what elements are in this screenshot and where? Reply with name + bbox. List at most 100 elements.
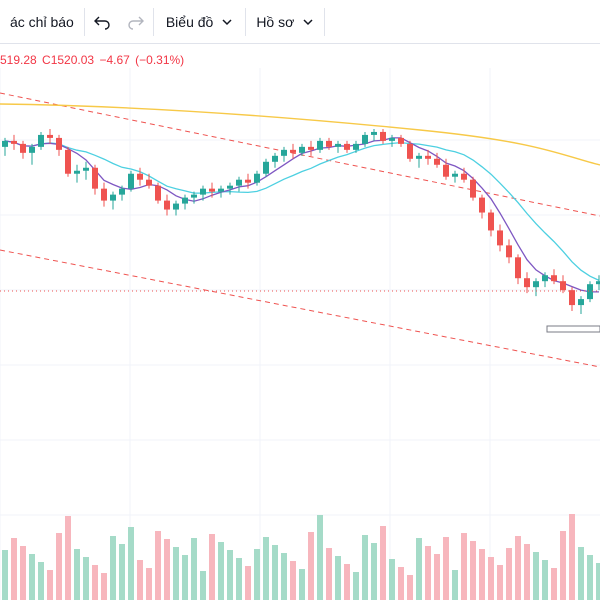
- volume-bar: [263, 537, 269, 600]
- volume-bar: [569, 514, 575, 600]
- candle-body: [434, 158, 440, 165]
- candle-body: [146, 179, 152, 186]
- redo-button[interactable]: [119, 0, 153, 44]
- volume-bar: [488, 557, 494, 600]
- undo-button[interactable]: [85, 0, 119, 44]
- candle-body: [308, 146, 314, 150]
- candle-body: [416, 155, 422, 159]
- volume-bar: [299, 569, 305, 600]
- volume-bar: [407, 575, 413, 600]
- candle-body: [479, 197, 485, 213]
- candle-body: [371, 131, 377, 135]
- candle-body: [101, 188, 107, 201]
- candle-body: [20, 143, 26, 153]
- candle-body: [236, 179, 242, 186]
- volume-bar: [110, 536, 116, 600]
- candle-body: [560, 281, 566, 291]
- candle-body: [587, 284, 593, 300]
- candle-body: [389, 137, 395, 141]
- candle-body: [506, 245, 512, 258]
- volume-bar: [434, 554, 440, 600]
- channel-lower-line: [0, 249, 600, 368]
- ohlc-legend: 519.28 C1520.03 −4.67 (−0.31%): [0, 53, 186, 67]
- volume-bar: [308, 532, 314, 600]
- candle-body: [353, 143, 359, 150]
- volume-bar: [29, 554, 35, 600]
- undo-icon: [93, 16, 110, 30]
- candle-body: [515, 257, 521, 279]
- volume-bar: [515, 536, 521, 600]
- candle-body: [542, 275, 548, 282]
- volume-bar: [578, 547, 584, 600]
- volume-bar: [560, 531, 566, 600]
- indicators-button[interactable]: ác chỉ báo: [0, 0, 84, 44]
- chart-menu-button[interactable]: Biểu đồ: [154, 0, 245, 44]
- candle-body: [290, 149, 296, 153]
- volume-bar: [56, 533, 62, 600]
- volume-bar: [542, 560, 548, 600]
- candle-body: [425, 155, 431, 159]
- price-chart[interactable]: [0, 44, 600, 600]
- candle-body: [335, 143, 341, 147]
- volume-bar: [317, 515, 323, 600]
- change-percent: (−0.31%): [135, 53, 185, 67]
- volume-bar: [254, 549, 260, 600]
- candle-body: [200, 188, 206, 195]
- volume-bar: [344, 564, 350, 600]
- volume-bar: [92, 565, 98, 600]
- volume-bar: [236, 558, 242, 600]
- candle-body: [74, 170, 80, 174]
- volume-bar: [74, 549, 80, 600]
- candle-body: [281, 149, 287, 156]
- volume-bar: [596, 563, 600, 600]
- candle-body: [83, 167, 89, 171]
- candle-body: [38, 134, 44, 147]
- close-value: 519.28: [0, 53, 37, 67]
- candle-body: [533, 281, 539, 288]
- indicators-label: ác chỉ báo: [10, 13, 74, 30]
- candle-body: [29, 146, 35, 153]
- toolbar-divider: [83, 7, 85, 36]
- candle-body: [173, 203, 179, 210]
- candle-body: [263, 161, 269, 174]
- candle-body: [2, 140, 8, 147]
- profile-menu-button[interactable]: Hồ sơ: [246, 0, 324, 44]
- redo-icon: [128, 16, 144, 30]
- candle-body: [497, 230, 503, 246]
- candle-body: [443, 164, 449, 177]
- volume-bar: [290, 561, 296, 600]
- volume-bar: [533, 552, 539, 600]
- candle-body: [578, 299, 584, 306]
- volume-bar: [506, 548, 512, 600]
- candle-body: [470, 179, 476, 198]
- c-value: C1520.03: [42, 53, 95, 67]
- candle-body: [155, 185, 161, 201]
- candle-body: [362, 134, 368, 144]
- candle-body: [128, 173, 134, 189]
- volume-bar: [443, 537, 449, 600]
- volume-bar: [38, 562, 44, 600]
- toolbar-divider: [152, 7, 154, 36]
- volume-bar: [353, 572, 359, 600]
- candle-body: [326, 140, 332, 147]
- candle-body: [182, 197, 188, 204]
- volume-bar: [182, 555, 188, 600]
- volume-bar: [47, 570, 53, 600]
- candle-body: [245, 179, 251, 183]
- volume-bar: [119, 544, 125, 600]
- volume-bar: [83, 557, 89, 600]
- candle-body: [596, 281, 600, 285]
- volume-bar: [497, 565, 503, 600]
- candle-body: [209, 188, 215, 192]
- toolbar-divider: [324, 7, 326, 36]
- volume-bar: [227, 550, 233, 600]
- chart-menu-label: Biểu đồ: [165, 13, 214, 30]
- candle-body: [452, 173, 458, 177]
- candle-body: [191, 194, 197, 198]
- volume-bar: [218, 542, 224, 600]
- profile-menu-label: Hồ sơ: [256, 13, 295, 30]
- candle-body: [299, 146, 305, 153]
- volume-bar: [65, 516, 71, 600]
- volume-bar: [20, 546, 26, 600]
- ma-slow-line: [0, 103, 600, 166]
